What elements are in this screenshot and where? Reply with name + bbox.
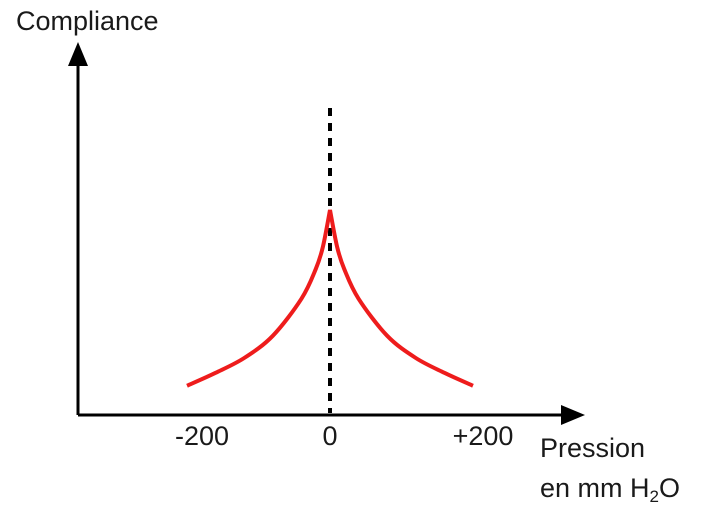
x-axis-label-line1: Pression bbox=[540, 433, 645, 463]
x-axis-arrow bbox=[561, 405, 585, 425]
x-axis-label-subscript: 2 bbox=[650, 487, 659, 505]
x-tick-label: -200 bbox=[175, 421, 229, 451]
y-axis-arrow bbox=[68, 42, 88, 66]
x-axis-label-line2: en mm H2O bbox=[540, 473, 680, 505]
x-tick-label: +200 bbox=[453, 421, 514, 451]
compliance-curve bbox=[186, 209, 474, 388]
y-axis-label: Compliance bbox=[16, 6, 159, 36]
x-axis-label-line2-suffix: O bbox=[659, 473, 680, 503]
x-axis-label-line2-prefix: en mm H bbox=[540, 473, 650, 503]
x-tick-label: 0 bbox=[322, 421, 337, 451]
x-tick-labels: -200 0 +200 bbox=[175, 421, 513, 451]
